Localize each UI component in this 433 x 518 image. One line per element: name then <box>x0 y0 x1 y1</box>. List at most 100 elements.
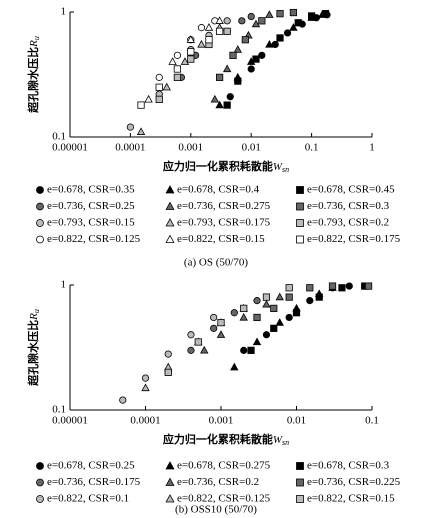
point <box>187 346 195 354</box>
x-axis-label: 应力归一化累积耗散能Wsn <box>163 432 289 447</box>
point <box>187 331 195 339</box>
series <box>226 11 331 101</box>
point <box>247 346 255 354</box>
series <box>200 292 284 354</box>
label-subscript: sn <box>282 165 289 174</box>
legend-marker <box>36 202 44 211</box>
point <box>253 297 261 305</box>
point <box>204 23 214 31</box>
legend-marker <box>296 495 304 503</box>
point <box>247 65 255 73</box>
point <box>155 83 163 91</box>
point <box>271 40 279 49</box>
point <box>328 282 337 290</box>
point <box>180 57 190 65</box>
legend-label: e=0.678, CSR=0.4 <box>177 184 260 196</box>
point <box>187 55 195 63</box>
point <box>164 368 172 376</box>
series <box>253 282 373 322</box>
legend-marker <box>36 462 44 470</box>
legend-marker <box>36 219 44 227</box>
legend-label: e=0.793, CSR=0.15 <box>47 217 135 229</box>
y-axis-label: 超孔隙水压比Ru <box>26 36 41 114</box>
point <box>315 293 323 301</box>
point <box>126 123 134 131</box>
legend-label: e=0.678, CSR=0.35 <box>47 184 135 196</box>
x-tick-label: 1 <box>369 142 375 154</box>
point <box>216 73 224 81</box>
series <box>223 10 330 109</box>
label-text: 超孔隙水压比 <box>26 47 40 114</box>
point <box>210 94 220 103</box>
legend-marker <box>296 219 304 227</box>
legend-label: e=0.822, CSR=0.175 <box>307 233 401 245</box>
point <box>253 313 261 322</box>
legend-marker <box>165 201 175 210</box>
point <box>292 309 301 317</box>
point <box>345 282 353 290</box>
point <box>144 94 153 103</box>
point <box>164 350 172 358</box>
x-tick-label: 0.0001 <box>115 142 145 154</box>
caption: (a) OS (50/70) <box>184 257 248 269</box>
label-symbol: R <box>28 40 40 48</box>
point <box>155 73 163 81</box>
legend-label: e=0.822, CSR=0.15 <box>177 233 265 245</box>
x-tick-label: 0.01 <box>287 415 306 427</box>
legend-marker <box>296 186 304 194</box>
point <box>197 39 206 48</box>
label-text: 应力归一化累积耗散能 <box>163 159 273 173</box>
point <box>223 27 231 35</box>
point <box>306 284 314 292</box>
legend-label: e=0.678, CSR=0.3 <box>307 460 390 472</box>
series <box>144 16 224 103</box>
point <box>205 36 213 44</box>
point <box>168 57 177 65</box>
legend-label: e=0.822, CSR=0.125 <box>47 233 141 245</box>
point <box>194 338 202 346</box>
point <box>262 293 271 301</box>
panel: 0.00001 0.0001 0.001 0.01 0.1 0.1 1 应力归一化累积耗散能W… <box>26 279 401 516</box>
point <box>364 282 373 290</box>
point <box>294 19 302 27</box>
legend-label: e=0.736, CSR=0.275 <box>177 200 271 212</box>
legend-marker <box>36 478 44 487</box>
point <box>252 55 260 63</box>
legend-marker <box>36 495 44 503</box>
point <box>240 304 248 312</box>
point <box>252 337 262 346</box>
point <box>258 51 266 59</box>
point <box>247 12 255 21</box>
point <box>234 77 242 85</box>
x-tick-label: 0.1 <box>365 415 379 427</box>
legend-label: e=0.793, CSR=0.2 <box>307 217 389 229</box>
point <box>289 23 298 31</box>
legend-label: e=0.678, CSR=0.25 <box>47 460 135 472</box>
point <box>187 48 195 56</box>
legend-label: e=0.736, CSR=0.2 <box>177 476 259 488</box>
legend-label: e=0.736, CSR=0.225 <box>307 476 401 488</box>
point <box>238 17 246 25</box>
point <box>136 127 146 135</box>
x-tick-label: 0.001 <box>209 415 234 427</box>
point <box>216 27 224 35</box>
point <box>276 10 284 18</box>
point <box>307 12 316 20</box>
point <box>270 324 278 332</box>
caption: (b) OSS10 (50/70) <box>175 504 257 516</box>
point <box>283 29 292 37</box>
legend-marker <box>165 234 175 243</box>
legend-marker <box>36 186 44 194</box>
point <box>251 19 261 28</box>
legend-marker <box>36 235 44 244</box>
y-tick-label: 0.1 <box>52 404 66 416</box>
label-text: 超孔隙水压比 <box>26 320 40 387</box>
point <box>173 73 182 81</box>
legend-marker <box>296 478 304 487</box>
label-subscript: u <box>32 309 41 313</box>
point <box>210 313 218 322</box>
x-tick-label: 0.00001 <box>52 142 88 154</box>
x-tick-label: 0.00001 <box>52 415 88 427</box>
series <box>155 27 231 103</box>
